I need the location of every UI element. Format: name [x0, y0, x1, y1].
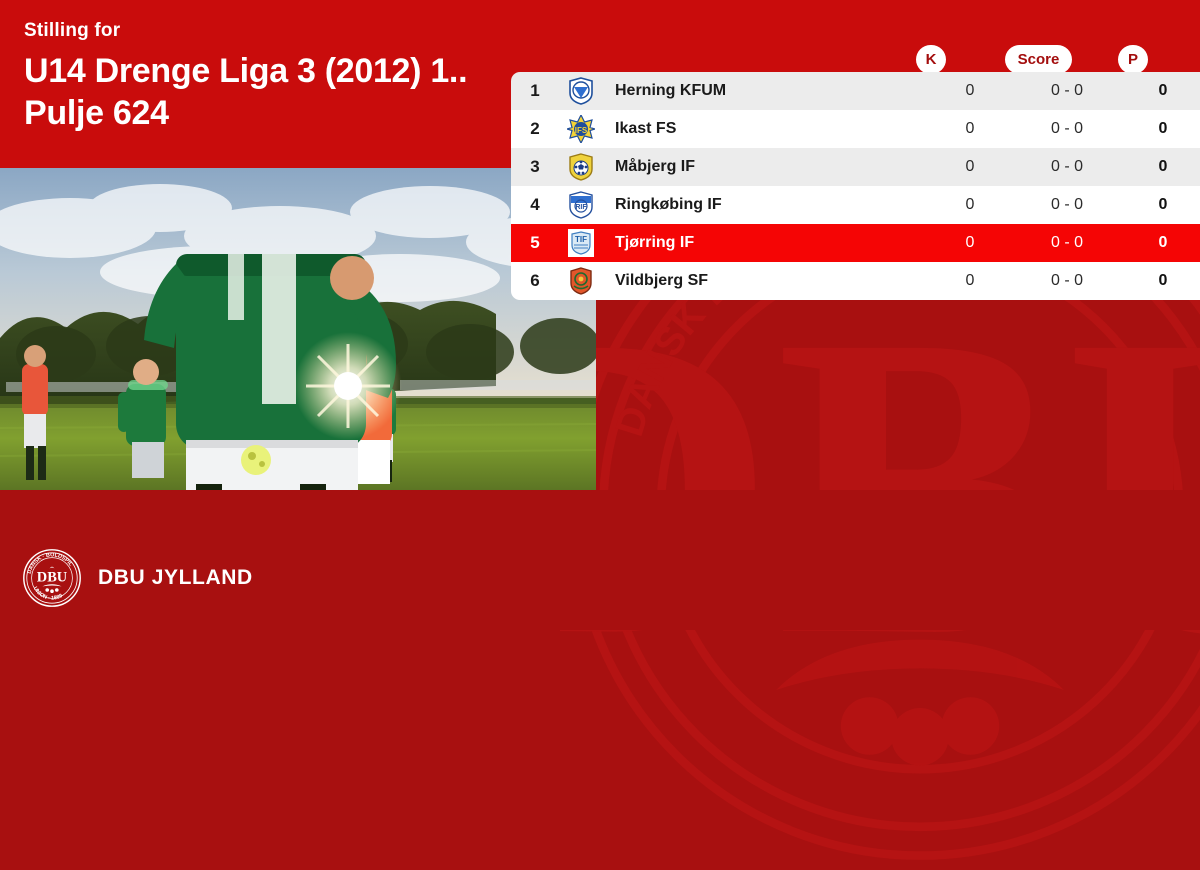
row-goal-score: 0 - 0: [1050, 158, 1083, 175]
tjorring-if-crest: TIF: [559, 229, 603, 257]
maabjerg-if-crest: [559, 153, 603, 181]
table-row[interactable]: 1 Herning KFUM 0 0 - 0 0: [511, 72, 1200, 110]
row-team-name: Måbjerg IF: [615, 158, 696, 175]
row-rank: 6: [530, 271, 540, 290]
vildbjerg-sf-crest: [559, 267, 603, 295]
row-points: 0: [1158, 196, 1168, 213]
row-points: 0: [1158, 234, 1168, 251]
row-team-name: Herning KFUM: [615, 82, 727, 99]
row-goal-score: 0 - 0: [1050, 234, 1083, 251]
row-points: 0: [1158, 272, 1168, 289]
table-row[interactable]: 4 RIF Ringkøbing IF 0 0 - 0 0: [511, 186, 1200, 224]
table-row[interactable]: 2 IFS Ikast FS 0 0 - 0 0: [511, 110, 1200, 148]
row-points: 0: [1158, 120, 1168, 137]
row-points: 0: [1158, 158, 1168, 175]
row-rank: 2: [530, 119, 540, 138]
row-goal-score: 0 - 0: [1050, 196, 1083, 213]
standings-table: 1 Herning KFUM 0 0 - 0 0 2 IFS Ikast FS …: [511, 72, 1200, 300]
column-header-p: P: [1118, 45, 1148, 74]
row-goal-score: 0 - 0: [1050, 272, 1083, 289]
table-row[interactable]: 6 Vildbjerg SF 0 0 - 0 0: [511, 262, 1200, 300]
svg-text:TIF: TIF: [575, 235, 587, 244]
page-title: U14 Drenge Liga 3 (2012) 1.. Pulje 624: [24, 52, 468, 133]
column-header-score: Score: [1005, 45, 1072, 74]
row-team-name: Ikast FS: [615, 120, 677, 137]
footer-label: DBU JYLLAND: [98, 566, 253, 589]
svg-text:IFS: IFS: [575, 126, 588, 135]
table-row[interactable]: 3 Måbjerg IF 0 0 - 0 0: [511, 148, 1200, 186]
row-matches-played: 0: [965, 196, 975, 213]
row-matches-played: 0: [965, 234, 975, 251]
row-team-name: Ringkøbing IF: [615, 196, 722, 213]
row-rank: 5: [530, 233, 540, 252]
match-photo: [0, 168, 596, 490]
footer-bar: DANSK · BOLDSPIL UNION · 1889 DBU DBU JY…: [0, 490, 1200, 630]
row-goal-score: 0 - 0: [1050, 120, 1083, 137]
svg-text:DBU: DBU: [37, 570, 68, 586]
row-team-name: Tjørring IF: [615, 234, 695, 251]
row-matches-played: 0: [965, 272, 975, 289]
ikast-fs-crest: IFS: [559, 115, 603, 143]
header-kicker: Stilling for: [24, 20, 121, 41]
dbu-logo-icon: DANSK · BOLDSPIL UNION · 1889 DBU: [22, 548, 82, 608]
ringkobing-if-crest: RIF: [559, 191, 603, 219]
table-row-highlighted[interactable]: 5 TIF Tjørring IF 0 0 - 0 0: [511, 224, 1200, 262]
row-team-name: Vildbjerg SF: [615, 272, 709, 289]
svg-text:RIF: RIF: [575, 204, 587, 211]
row-matches-played: 0: [965, 120, 975, 137]
svg-text:DBU: DBU: [560, 247, 1200, 725]
row-points: 0: [1158, 82, 1168, 99]
row-rank: 1: [530, 81, 540, 100]
herning-kfum-crest: [559, 77, 603, 105]
svg-text:UNION · 1889: UNION · 1889: [32, 586, 64, 602]
row-matches-played: 0: [965, 158, 975, 175]
row-matches-played: 0: [965, 82, 975, 99]
row-goal-score: 0 - 0: [1050, 82, 1083, 99]
row-rank: 4: [530, 195, 540, 214]
column-header-k: K: [916, 45, 946, 74]
row-rank: 3: [530, 157, 540, 176]
